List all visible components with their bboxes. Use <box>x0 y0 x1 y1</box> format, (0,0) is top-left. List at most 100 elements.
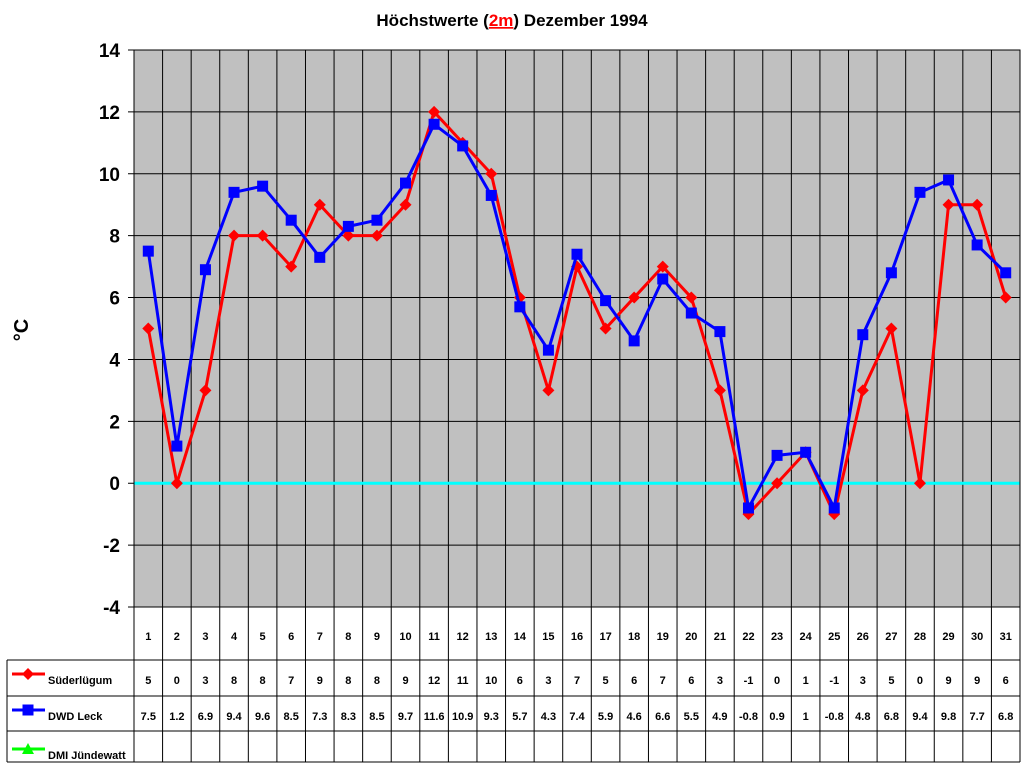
data-point <box>885 322 898 335</box>
data-point <box>913 477 926 490</box>
data-point <box>313 198 326 211</box>
data-label: 8 <box>231 675 237 687</box>
data-label: 3 <box>860 675 866 687</box>
data-point <box>285 214 297 226</box>
data-point <box>400 177 412 189</box>
data-label: 9.4 <box>226 711 242 723</box>
title-highlight: 2m <box>489 11 514 30</box>
data-label: 4.8 <box>855 711 870 723</box>
data-label: 11.6 <box>424 711 445 723</box>
data-point <box>485 167 498 180</box>
data-label: 6.8 <box>884 711 899 723</box>
x-tick-label: 13 <box>485 631 497 643</box>
x-tick-label: 1 <box>145 631 151 643</box>
data-label: 8.5 <box>284 711 299 723</box>
data-label: 9 <box>974 675 980 687</box>
data-label: 11 <box>457 675 469 687</box>
x-tick-label: 29 <box>942 631 954 643</box>
data-label: 0 <box>174 675 180 687</box>
x-tick-label: 6 <box>288 631 294 643</box>
data-label: 6.6 <box>655 711 670 723</box>
data-label: 5.9 <box>598 711 613 723</box>
x-tick-label: 5 <box>260 631 266 643</box>
data-point <box>742 502 754 514</box>
x-tick-label: 31 <box>1000 631 1012 643</box>
data-label: -1 <box>744 675 754 687</box>
data-label: 4.3 <box>541 711 556 723</box>
data-point <box>828 508 841 521</box>
data-point <box>971 198 984 211</box>
data-label: 10.9 <box>452 711 473 723</box>
data-label: 1 <box>803 711 809 723</box>
data-label: 4.6 <box>627 711 642 723</box>
data-label: 5.7 <box>512 711 527 723</box>
data-label: 9.7 <box>398 711 413 723</box>
x-tick-label: 23 <box>771 631 783 643</box>
data-label: 3 <box>717 675 723 687</box>
data-point <box>314 251 326 263</box>
data-label: 1 <box>803 675 809 687</box>
data-label: 8 <box>345 675 351 687</box>
legend-marker <box>22 704 34 716</box>
x-tick-label: 21 <box>714 631 726 643</box>
data-label: 6 <box>688 675 694 687</box>
data-label: 9.8 <box>941 711 956 723</box>
data-label: 8 <box>374 675 380 687</box>
data-point <box>771 449 783 461</box>
data-label: 7.5 <box>141 711 156 723</box>
x-tick-label: 30 <box>971 631 983 643</box>
data-label: 9.4 <box>912 711 928 723</box>
plot-background <box>134 50 1020 607</box>
data-label: 9 <box>317 675 323 687</box>
y-tick-label: -4 <box>103 598 120 619</box>
data-point <box>514 301 526 313</box>
data-point <box>142 322 155 335</box>
data-point <box>657 273 669 285</box>
x-tick-label: 20 <box>685 631 697 643</box>
data-point <box>285 260 298 273</box>
data-label: 5 <box>603 675 609 687</box>
data-point <box>342 220 354 232</box>
x-tick-label: 16 <box>571 631 583 643</box>
x-tick-label: 14 <box>514 631 527 643</box>
y-tick-label: 14 <box>99 41 121 62</box>
data-label: 12 <box>428 675 440 687</box>
data-point <box>371 214 383 226</box>
x-tick-label: 3 <box>202 631 208 643</box>
data-point <box>628 335 640 347</box>
data-point <box>656 260 669 273</box>
data-point <box>771 477 784 490</box>
y-tick-label: 8 <box>109 227 120 248</box>
data-point <box>199 384 212 397</box>
data-point <box>257 180 269 192</box>
data-point <box>342 229 355 242</box>
data-label: 9 <box>402 675 408 687</box>
data-point <box>1000 267 1012 279</box>
data-point <box>542 384 555 397</box>
legend-label: DMI Jündewatt <box>48 750 126 762</box>
data-point <box>828 502 840 514</box>
data-point <box>228 229 241 242</box>
data-label: 7.4 <box>569 711 585 723</box>
x-tick-label: 10 <box>399 631 411 643</box>
x-tick-label: 19 <box>657 631 669 643</box>
x-tick-label: 24 <box>800 631 813 643</box>
data-point <box>857 329 869 341</box>
data-point <box>942 198 955 211</box>
x-tick-label: 26 <box>857 631 869 643</box>
x-tick-label: 17 <box>599 631 611 643</box>
data-point <box>428 118 440 130</box>
chart-title: Höchstwerte (2m) Dezember 1994 <box>376 11 648 30</box>
data-label: 6 <box>631 675 637 687</box>
data-label: 8.5 <box>369 711 384 723</box>
y-tick-label: 2 <box>109 412 120 433</box>
data-label: 0.9 <box>769 711 784 723</box>
data-label: -1 <box>829 675 839 687</box>
x-tick-label: 15 <box>542 631 554 643</box>
data-point <box>885 267 897 279</box>
x-tick-label: 11 <box>428 631 440 643</box>
x-tick-label: 12 <box>457 631 469 643</box>
data-label: 7 <box>660 675 666 687</box>
